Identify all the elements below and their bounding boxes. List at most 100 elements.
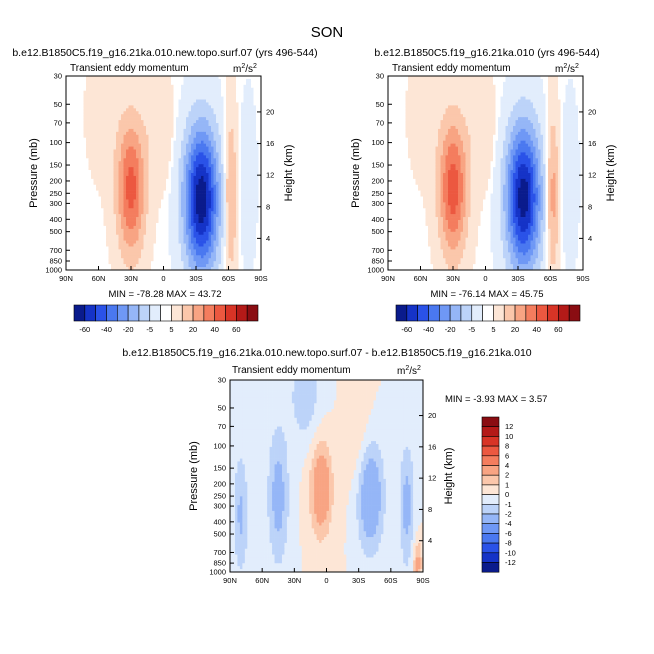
heatmap-cell (153, 76, 157, 80)
heatmap-cell (171, 81, 174, 86)
heatmap-cell (71, 155, 74, 159)
heatmap-cell (223, 175, 227, 180)
heatmap-cell (173, 111, 177, 115)
heatmap-cell (156, 125, 159, 130)
heatmap-cell (183, 84, 187, 89)
heatmap-cell (71, 123, 74, 127)
heatmap-cell (88, 105, 92, 109)
heatmap-cell (238, 246, 242, 250)
heatmap-cell (166, 173, 169, 177)
heatmap-cell (241, 205, 244, 209)
heatmap-cell (201, 96, 204, 100)
heatmap-cell (248, 143, 252, 147)
heatmap-cell (168, 161, 172, 165)
heatmap-cell (116, 99, 119, 103)
heatmap-cell (236, 117, 239, 121)
heatmap-cell (83, 181, 87, 186)
heatmap-cell (138, 81, 142, 86)
heatmap-cell (113, 155, 117, 159)
heatmap-cell (241, 102, 244, 106)
heatmap-cell (186, 140, 189, 144)
heatmap-cell (148, 173, 152, 177)
heatmap-cell (126, 193, 129, 197)
heatmap-cell (138, 102, 142, 106)
heatmap-cell (233, 178, 237, 183)
heatmap-cell (241, 255, 244, 259)
heatmap-cell (246, 211, 249, 215)
heatmap-cell (206, 102, 209, 106)
heatmap-cell (123, 184, 127, 188)
heatmap-cell (236, 102, 239, 106)
heatmap-cell (66, 243, 69, 247)
heatmap-cell (208, 158, 212, 162)
heatmap-cell (163, 78, 167, 83)
heatmap-cell (131, 102, 134, 106)
heatmap-cell (73, 114, 77, 118)
heatmap-cell (73, 78, 77, 83)
heatmap-cell (183, 181, 187, 186)
heatmap-cell (206, 178, 209, 183)
heatmap-cell (241, 237, 244, 241)
heatmap-cell (143, 249, 147, 253)
heatmap-cell (203, 249, 207, 253)
heatmap-cell (153, 125, 157, 130)
heatmap-cell (236, 184, 239, 188)
heatmap-cell (123, 196, 127, 200)
heatmap-cell (246, 152, 249, 156)
heatmap-cell (88, 173, 92, 177)
heatmap-cell (141, 76, 144, 80)
heatmap-cell (201, 193, 204, 197)
heatmap-cell (191, 173, 194, 177)
heatmap-cell (201, 128, 204, 133)
heatmap-cell (256, 178, 259, 183)
heatmap-cell (171, 99, 174, 103)
heatmap-cell (168, 155, 172, 159)
heatmap-cell (161, 125, 164, 130)
heatmap-cell (256, 123, 259, 127)
heatmap-cell (216, 96, 219, 100)
heatmap-cell (73, 93, 77, 97)
heatmap-cell (241, 178, 244, 183)
heatmap-cell (96, 243, 99, 247)
heatmap-cell (118, 93, 122, 97)
heatmap-cell (96, 78, 99, 83)
heatmap-cell (206, 249, 209, 253)
heatmap-cell (193, 175, 197, 180)
heatmap-cell (128, 120, 132, 124)
heatmap-cell (223, 199, 227, 203)
heatmap-cell (153, 228, 157, 233)
heatmap-cell (78, 205, 82, 209)
heatmap-cell (123, 217, 127, 221)
heatmap-cell (118, 178, 122, 183)
heatmap-cell (86, 237, 89, 241)
heatmap-cell (203, 114, 207, 118)
heatmap-cell (166, 161, 169, 165)
heatmap-cell (146, 152, 149, 156)
heatmap-cell (98, 81, 102, 86)
heatmap-cell (73, 255, 77, 259)
heatmap-cell (76, 137, 79, 141)
heatmap-cell (178, 214, 182, 218)
heatmap-cell (193, 137, 197, 141)
heatmap-cell (191, 202, 194, 206)
heatmap-cell (101, 234, 104, 238)
heatmap-cell (93, 131, 97, 136)
heatmap-cell (243, 114, 247, 118)
heatmap-cell (173, 225, 177, 230)
heatmap-cell (146, 143, 149, 147)
heatmap-cell (168, 102, 172, 106)
heatmap-cell (186, 78, 189, 83)
heatmap-cell (228, 143, 232, 147)
heatmap-cell (131, 143, 134, 147)
heatmap-cell (133, 225, 137, 230)
heatmap-cell (196, 137, 199, 141)
heatmap-cell (253, 125, 257, 130)
heatmap-cell (88, 222, 92, 227)
heatmap-cell (173, 258, 177, 262)
heatmap-cell (236, 258, 239, 262)
heatmap-cell (168, 125, 172, 130)
heatmap-cell (138, 76, 142, 80)
heatmap-cell (181, 167, 184, 171)
heatmap-cell (123, 193, 127, 197)
heatmap-cell (136, 111, 139, 115)
